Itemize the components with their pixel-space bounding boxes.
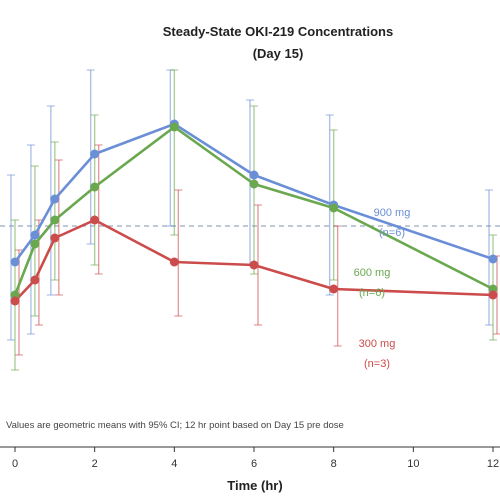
chart-title: Steady-State OKI-219 Concentrations — [163, 24, 393, 39]
x-axis-label: Time (hr) — [227, 478, 282, 493]
x-tick-label: 0 — [12, 458, 18, 470]
x-tick-label: 10 — [407, 458, 419, 470]
data-point-red — [90, 215, 100, 225]
data-point-red — [30, 275, 40, 285]
data-point-green — [329, 203, 339, 213]
data-point-green — [50, 215, 60, 225]
data-point-red — [50, 233, 60, 243]
data-point-green — [30, 239, 40, 249]
series-line-green — [13, 125, 494, 296]
x-tick-label: 2 — [92, 458, 98, 470]
data-point-blue — [50, 194, 60, 204]
data-point-blue — [488, 254, 498, 264]
data-point-red — [249, 260, 259, 270]
data-point-green — [249, 179, 259, 189]
series-label-n: (n=3) — [364, 358, 390, 370]
series-label-name: 300 mg — [359, 338, 396, 350]
x-tick-label: 12 — [487, 458, 499, 470]
data-point-red — [488, 290, 498, 300]
series-label-name: 600 mg — [354, 267, 391, 279]
series-label-layer: 900 mg (n=6) 600 mg (n=6) 300 mg (n=3) — [354, 207, 411, 370]
x-tick-label: 6 — [251, 458, 257, 470]
series-line-layer — [13, 122, 494, 302]
data-point-red — [169, 257, 179, 267]
data-point-red — [329, 284, 339, 294]
x-tick-label: 4 — [171, 458, 177, 470]
chart-subtitle: (Day 15) — [253, 46, 304, 61]
data-point-layer — [10, 119, 498, 306]
series-label-n: (n=6) — [379, 227, 405, 239]
series-line-red — [14, 218, 494, 302]
chart-footnote: Values are geometric means with 95% CI; … — [6, 420, 344, 431]
data-point-blue — [90, 149, 100, 159]
data-point-blue — [249, 170, 259, 180]
series-line-blue — [13, 122, 494, 263]
data-point-blue — [10, 257, 20, 267]
data-point-red — [10, 296, 20, 306]
x-tick-label: 8 — [331, 458, 337, 470]
data-point-blue — [30, 230, 40, 240]
series-label-n: (n=6) — [359, 287, 385, 299]
data-point-green — [169, 122, 179, 132]
series-label-name: 900 mg — [374, 207, 411, 219]
error-bar-layer — [7, 69, 500, 371]
x-axis-ticks: 0 2 4 6 8 10 12 — [12, 447, 499, 470]
data-point-green — [90, 182, 100, 192]
